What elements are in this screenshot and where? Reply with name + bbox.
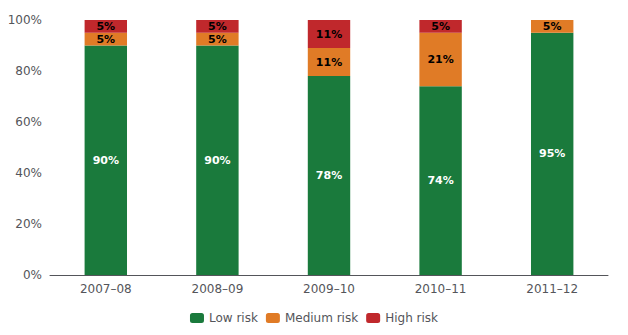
svg-text:95%: 95% <box>539 147 565 160</box>
svg-text:5%: 5% <box>543 20 562 33</box>
svg-text:90%: 90% <box>204 154 230 167</box>
svg-text:60%: 60% <box>15 115 42 129</box>
svg-text:11%: 11% <box>316 56 342 69</box>
svg-text:100%: 100% <box>8 13 42 27</box>
svg-text:78%: 78% <box>316 169 342 182</box>
svg-text:20%: 20% <box>15 217 42 231</box>
svg-text:90%: 90% <box>93 154 119 167</box>
svg-text:5%: 5% <box>96 20 115 33</box>
svg-text:5%: 5% <box>431 20 450 33</box>
svg-text:5%: 5% <box>208 20 227 33</box>
svg-text:5%: 5% <box>96 33 115 46</box>
svg-text:5%: 5% <box>208 33 227 46</box>
svg-text:11%: 11% <box>316 28 342 41</box>
svg-text:40%: 40% <box>15 166 42 180</box>
svg-text:Low risk: Low risk <box>209 311 258 325</box>
svg-text:2011–12: 2011–12 <box>526 282 578 296</box>
svg-text:High risk: High risk <box>385 311 438 325</box>
svg-text:21%: 21% <box>427 53 453 66</box>
svg-text:Medium risk: Medium risk <box>285 311 358 325</box>
svg-text:2007–08: 2007–08 <box>80 282 132 296</box>
svg-text:0%: 0% <box>23 268 42 282</box>
svg-text:74%: 74% <box>427 174 453 187</box>
svg-text:2008–09: 2008–09 <box>191 282 243 296</box>
svg-text:2010–11: 2010–11 <box>415 282 467 296</box>
svg-text:2009–10: 2009–10 <box>303 282 355 296</box>
svg-text:80%: 80% <box>15 64 42 78</box>
